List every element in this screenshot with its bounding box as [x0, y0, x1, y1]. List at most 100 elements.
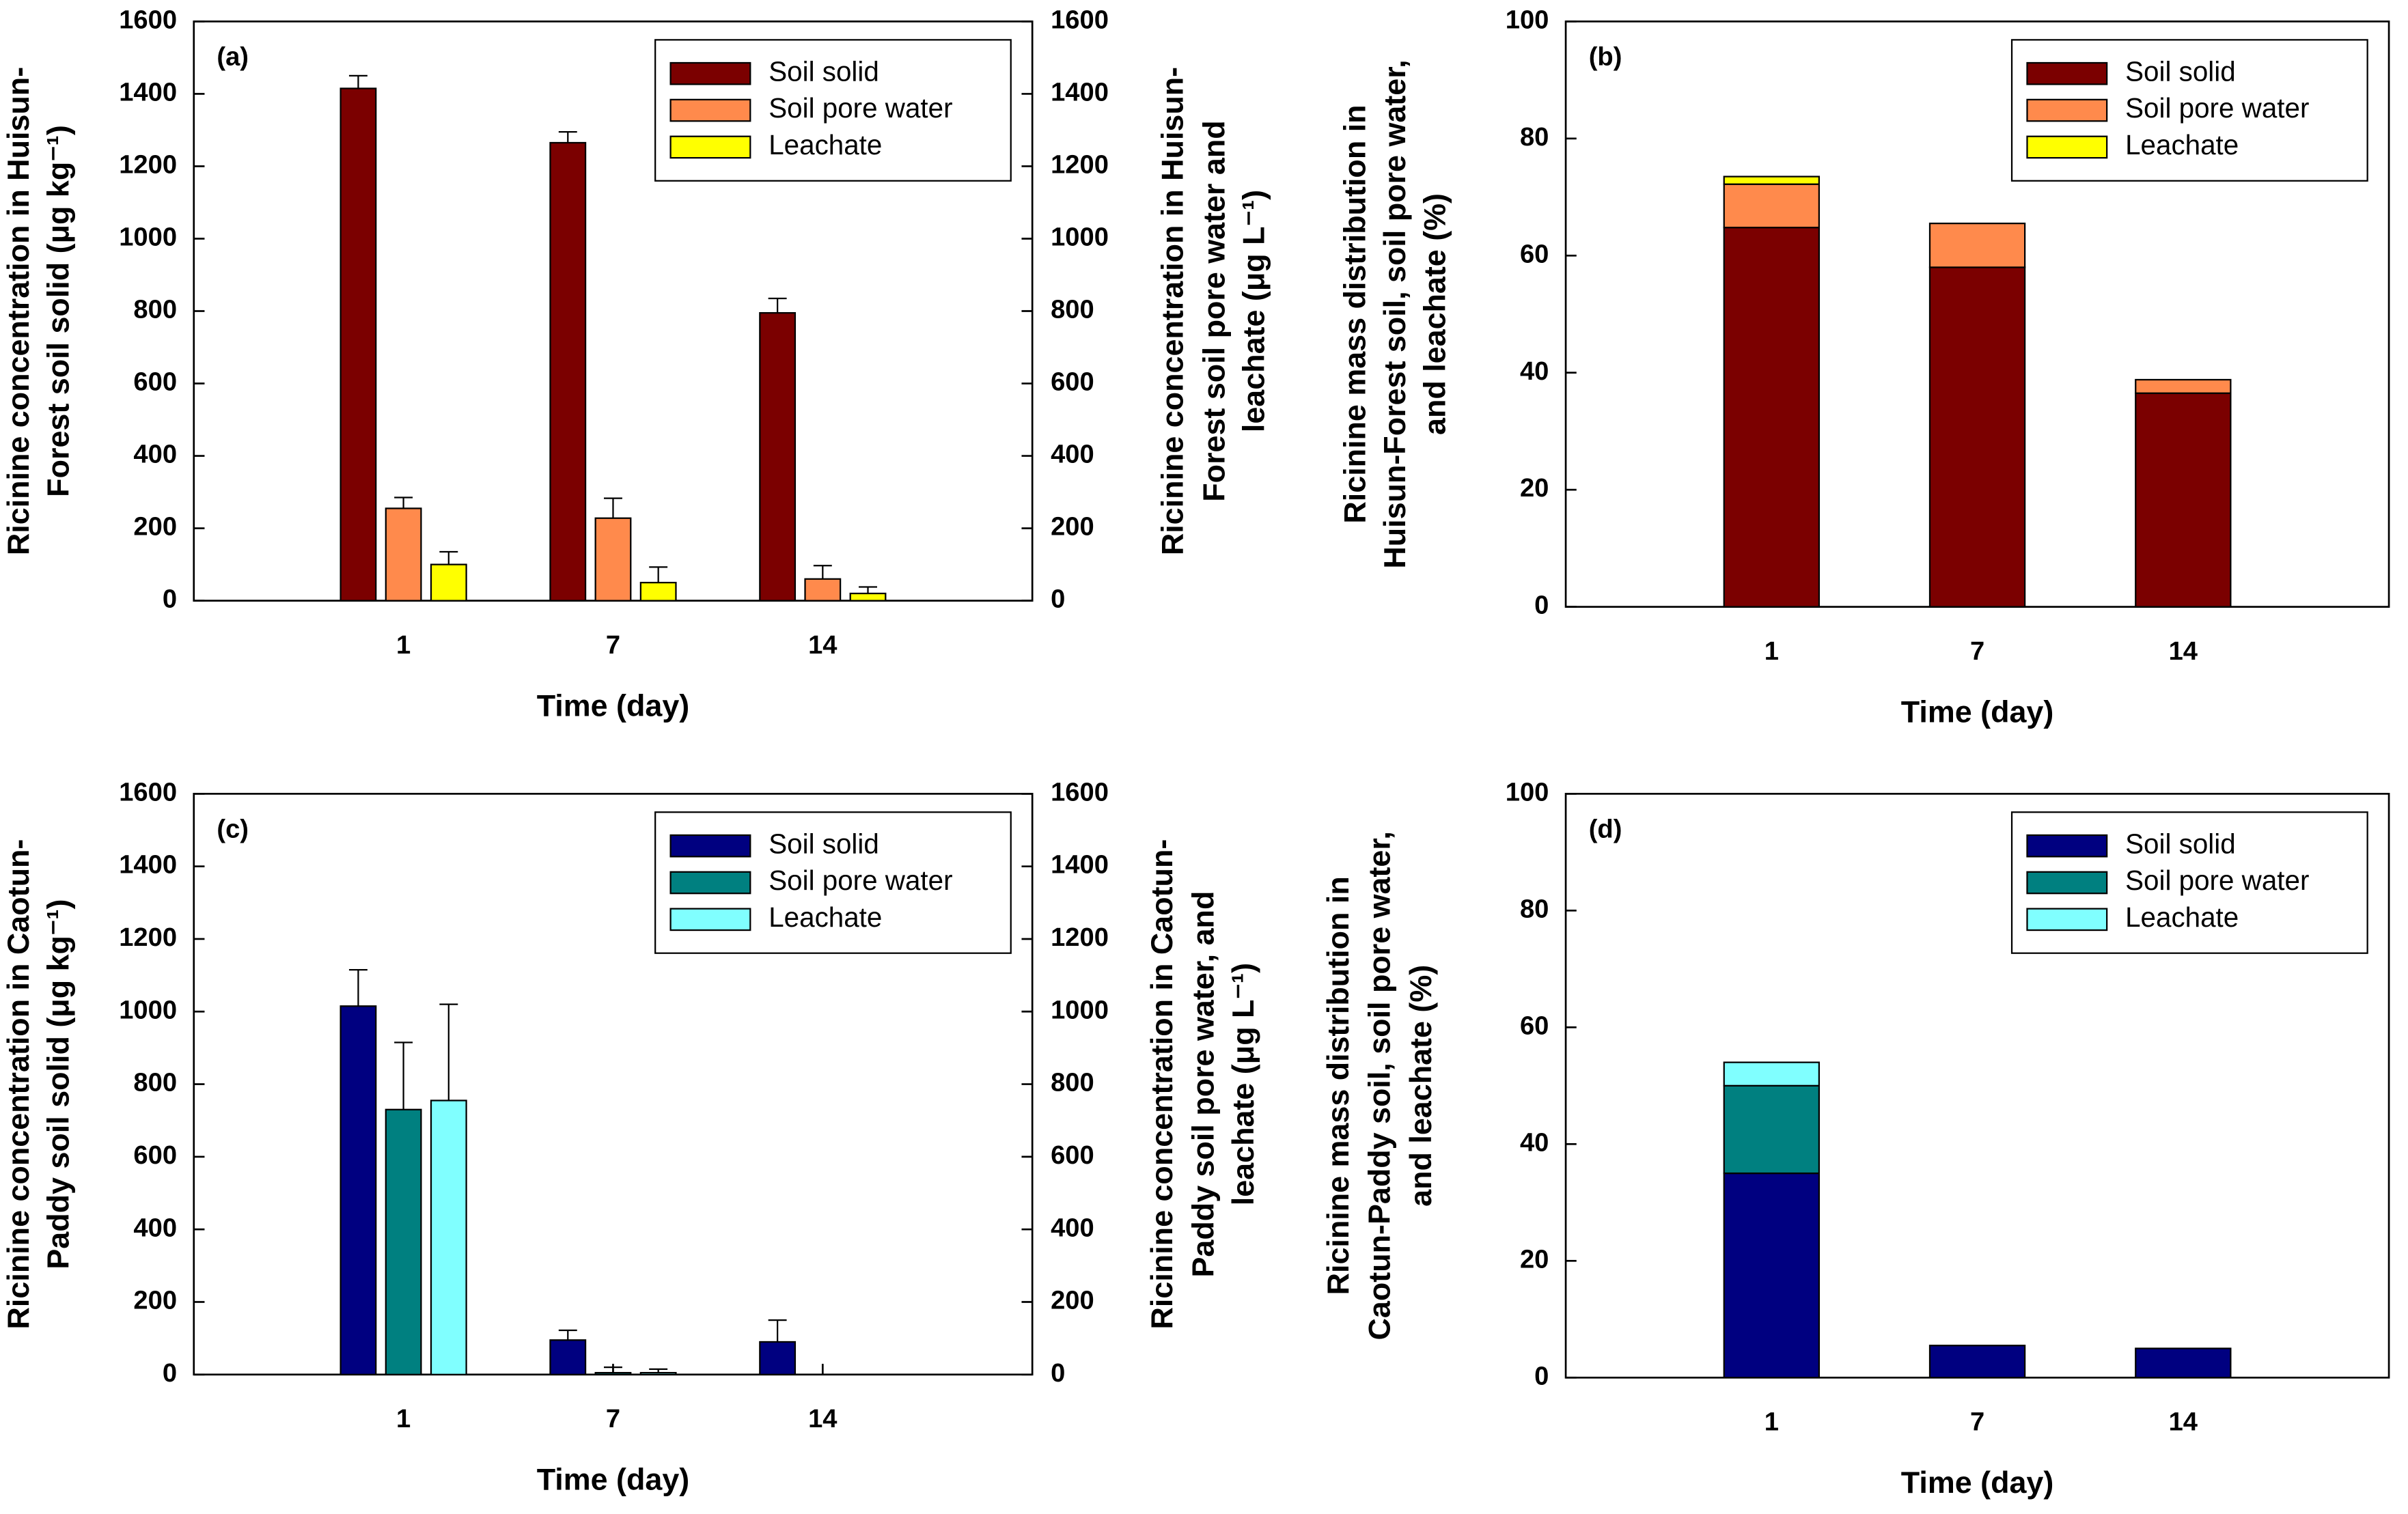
bar — [549, 1339, 587, 1375]
y2-tick-label: 1400 — [1051, 78, 1109, 107]
bar — [340, 87, 377, 602]
y2-tick-label: 800 — [1051, 295, 1094, 324]
error-bar — [813, 565, 832, 579]
x-tick-label: 1 — [396, 630, 411, 660]
y-axis-label: Forest soil solid (μg kg⁻¹) — [40, 125, 75, 497]
bar-segment — [1723, 1061, 1820, 1087]
bar — [804, 578, 842, 602]
y-axis-label: Ricinine concentration in Caotun- — [1, 839, 36, 1330]
y-tick-label: 1200 — [119, 923, 177, 952]
legend-swatch — [669, 61, 751, 85]
y-tick-label: 1400 — [119, 78, 177, 107]
legend-label: Leachate — [2125, 901, 2239, 933]
legend-swatch — [2026, 61, 2108, 85]
legend-label: Soil pore water — [769, 865, 952, 896]
y2-axis-label: Ricinine concentration in Huisun- — [1155, 67, 1190, 555]
bar — [385, 1108, 422, 1375]
y-tick-label: 200 — [133, 512, 177, 542]
legend-label: Leachate — [2125, 129, 2239, 160]
legend-swatch — [2026, 834, 2108, 858]
y2-tick-label: 200 — [1051, 512, 1094, 542]
y-tick-label: 800 — [133, 1068, 177, 1097]
y-axis-label: Huisun-Forest soil, soil pore water, — [1377, 59, 1412, 568]
panel-label: (c) — [217, 814, 249, 843]
y-axis-label: Paddy soil solid (μg kg⁻¹) — [40, 899, 75, 1270]
y-tick-label: 100 — [1506, 777, 1549, 807]
y2-tick-label: 600 — [1051, 367, 1094, 397]
bar — [759, 1341, 797, 1375]
legend-swatch — [2026, 908, 2108, 931]
x-tick-label: 7 — [1970, 1407, 1984, 1437]
y-axis-label: Caotun-Paddy soil, soil pore water, — [1362, 831, 1397, 1340]
bar-segment — [1723, 227, 1820, 608]
y-tick-label: 40 — [1520, 356, 1549, 386]
bar-segment — [2135, 392, 2232, 608]
x-tick-label: 1 — [1765, 1407, 1779, 1437]
legend-label: Soil pore water — [2125, 92, 2309, 124]
legend-swatch — [669, 98, 751, 122]
y-tick-label: 0 — [163, 585, 177, 614]
y2-tick-label: 1000 — [1051, 995, 1109, 1024]
bar — [594, 517, 632, 602]
panel-label: (d) — [1589, 814, 1622, 843]
legend-label: Leachate — [769, 901, 882, 933]
bar-segment — [1928, 1345, 2026, 1379]
y-tick-label: 20 — [1520, 473, 1549, 503]
bar — [849, 592, 887, 602]
y2-tick-label: 0 — [1051, 1358, 1065, 1388]
legend-label: Leachate — [769, 129, 882, 160]
y2-tick-label: 1200 — [1051, 150, 1109, 180]
x-tick-label: 14 — [2169, 1407, 2198, 1437]
bar — [430, 1099, 467, 1375]
y2-tick-label: 800 — [1051, 1068, 1094, 1097]
legend-swatch — [669, 871, 751, 895]
bar-segment — [2135, 1347, 2232, 1379]
y2-tick-label: 200 — [1051, 1286, 1094, 1315]
y-tick-label: 80 — [1520, 122, 1549, 152]
x-tick-label: 7 — [606, 1404, 620, 1433]
y-tick-label: 1000 — [119, 223, 177, 252]
bar-segment — [1723, 176, 1820, 185]
y-tick-label: 20 — [1520, 1244, 1549, 1274]
y-tick-label: 0 — [1534, 591, 1549, 620]
y2-axis-label: Ricinine concentration in Caotun- — [1144, 839, 1179, 1330]
x-tick-label: 14 — [808, 630, 837, 660]
y-tick-label: 80 — [1520, 894, 1549, 923]
y-tick-label: 400 — [133, 1213, 177, 1242]
y2-axis-label: Paddy soil pore water, and — [1186, 891, 1221, 1278]
y2-tick-label: 600 — [1051, 1140, 1094, 1170]
x-tick-label: 7 — [1970, 636, 1984, 666]
legend-label: Soil pore water — [769, 92, 952, 124]
y-tick-label: 800 — [133, 295, 177, 324]
y2-tick-label: 1600 — [1051, 5, 1109, 34]
x-axis-label: Time (day) — [1901, 695, 2054, 729]
panel-label: (a) — [217, 42, 249, 71]
legend-swatch — [2026, 135, 2108, 159]
x-axis-label: Time (day) — [1901, 1465, 2054, 1500]
bar — [549, 141, 587, 602]
x-tick-label: 14 — [2169, 636, 2198, 666]
y2-tick-label: 1600 — [1051, 777, 1109, 807]
error-bar — [348, 74, 368, 89]
y2-tick-label: 400 — [1051, 1213, 1094, 1242]
error-bar — [649, 1368, 668, 1373]
y-tick-label: 60 — [1520, 239, 1549, 268]
bar — [759, 312, 797, 602]
y-tick-label: 1400 — [119, 850, 177, 880]
legend-swatch — [669, 135, 751, 159]
legend-label: Soil pore water — [2125, 865, 2309, 896]
bar-segment — [1928, 266, 2026, 608]
error-bar — [394, 496, 413, 509]
legend-label: Soil solid — [2125, 55, 2236, 87]
error-bar — [604, 1366, 622, 1373]
y-tick-label: 0 — [1534, 1361, 1549, 1390]
y2-axis-label: leachate (μg L⁻¹) — [1226, 963, 1260, 1205]
y-axis-label: and leachate (%) — [1417, 193, 1452, 435]
legend-swatch — [669, 834, 751, 858]
error-bar — [768, 297, 787, 313]
panel-label: (b) — [1589, 42, 1622, 71]
error-bar — [768, 1319, 787, 1342]
legend-label: Soil solid — [769, 828, 879, 859]
